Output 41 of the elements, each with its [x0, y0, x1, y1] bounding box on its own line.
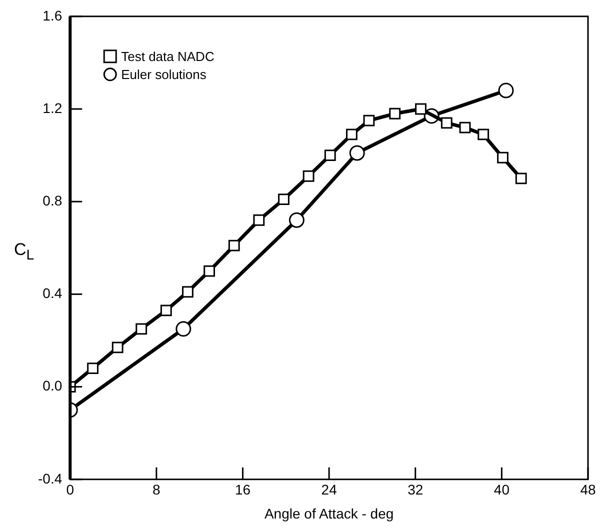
point — [363, 114, 375, 126]
y-tick-label: 0.8 — [42, 192, 62, 208]
y-tick-label: 0.4 — [42, 285, 62, 302]
point — [204, 265, 216, 277]
x-tick-label: 0 — [66, 482, 74, 498]
y-axis-title: C$_{L}$ — [14, 240, 34, 264]
point — [515, 172, 527, 184]
point — [346, 128, 358, 140]
point — [253, 214, 265, 226]
legend-label: Euler solutions — [121, 66, 207, 82]
y-tick-label: 1.6 — [42, 7, 62, 24]
point — [389, 108, 401, 120]
x-tick-label: 16 — [234, 482, 251, 498]
legend-label: Test data NADC — [121, 48, 214, 64]
point — [349, 145, 365, 161]
point — [176, 321, 192, 337]
point — [459, 122, 471, 134]
y-tick-label: -0.4 — [38, 470, 62, 486]
point — [136, 323, 148, 335]
point — [228, 240, 240, 252]
x-tick-label: 40 — [494, 482, 510, 498]
x-tick-label: 24 — [321, 482, 338, 498]
point — [87, 362, 98, 374]
x-tick-label: 8 — [152, 482, 161, 498]
y-tick-label: 1.2 — [42, 100, 62, 116]
point — [112, 342, 124, 354]
point — [302, 170, 314, 182]
y-tick-label: 0.0 — [42, 378, 62, 394]
x-tick-label: 48 — [580, 482, 596, 498]
point — [498, 82, 514, 98]
point — [278, 194, 290, 205]
x-tick-label: 32 — [408, 482, 424, 498]
point — [415, 103, 426, 115]
point — [478, 128, 490, 140]
point — [288, 212, 304, 228]
point — [182, 286, 194, 298]
point — [497, 152, 508, 164]
x-axis-title: Angle of Attack - deg — [264, 505, 394, 522]
point — [324, 150, 336, 161]
point — [160, 304, 172, 316]
point — [440, 117, 452, 129]
